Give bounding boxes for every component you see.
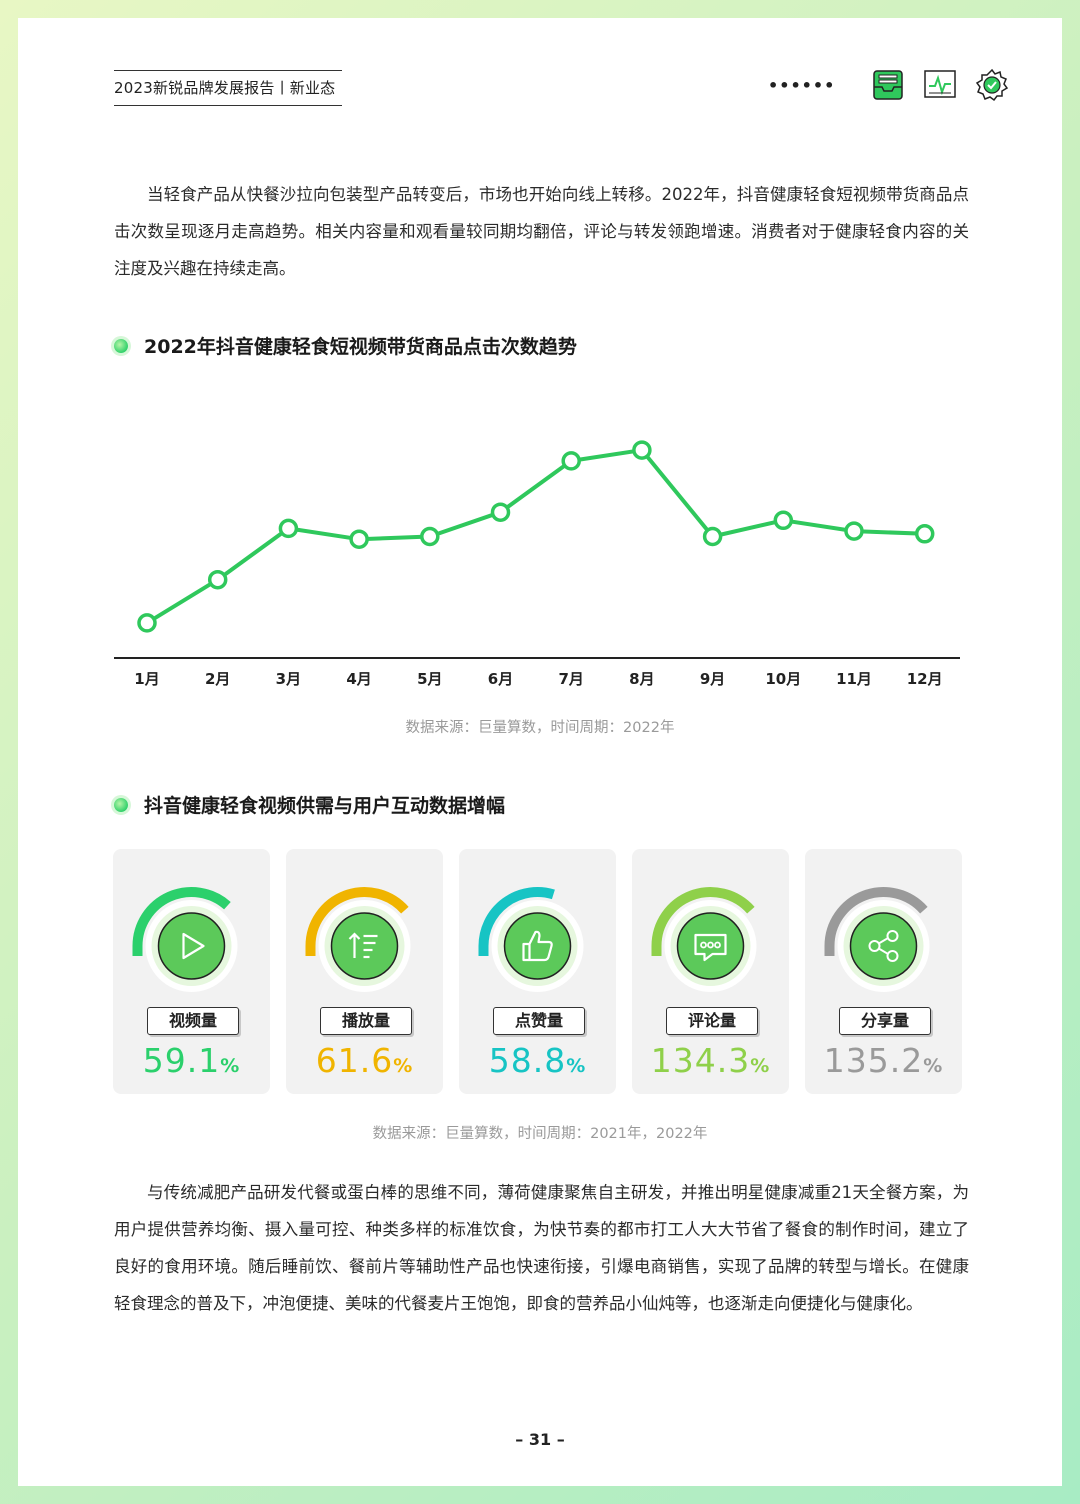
metric-value: 58.8% xyxy=(459,1041,616,1080)
data-point-2 xyxy=(207,569,228,590)
icon-circle xyxy=(157,912,226,980)
section2-heading: 抖音健康轻食视频供需与用户互动数据增幅 xyxy=(114,791,505,818)
gear-check-icon xyxy=(976,68,1009,102)
metric-number: 58.8 xyxy=(488,1041,567,1080)
metric-unit: % xyxy=(923,1055,944,1077)
metric-unit: % xyxy=(393,1055,414,1077)
data-point-9 xyxy=(702,526,723,547)
metric-card-likes: 点赞量 58.8% xyxy=(459,849,616,1094)
metric-value: 61.6% xyxy=(286,1041,443,1080)
gauge-arc-fill xyxy=(651,887,755,956)
metric-number: 135.2 xyxy=(823,1041,924,1080)
x-tick-label: 10月 xyxy=(765,670,801,688)
dots-decoration: •••••• xyxy=(768,75,836,95)
x-tick-label: 11月 xyxy=(836,670,872,688)
data-point-7 xyxy=(561,451,581,471)
data-point-12 xyxy=(914,524,935,544)
x-tick-label: 8月 xyxy=(629,670,654,688)
gauge-arc-fill xyxy=(478,887,555,956)
gauge-arc xyxy=(132,887,238,992)
metric-unit: % xyxy=(220,1055,241,1077)
metric-label: 视频量 xyxy=(147,1007,239,1035)
gauge-arc xyxy=(824,887,930,992)
gauge-arc xyxy=(478,887,584,992)
report-header-title: 2023新锐品牌发展报告丨新业态 xyxy=(114,70,342,106)
x-tick-label: 1月 xyxy=(134,670,159,688)
x-tick-label: 3月 xyxy=(276,670,301,688)
x-tick-label: 6月 xyxy=(488,670,513,688)
header-icon-bar: •••••• xyxy=(768,68,1009,102)
x-tick-label: 12月 xyxy=(907,670,943,688)
metric-unit: % xyxy=(566,1055,587,1077)
play-icon xyxy=(182,932,205,960)
cards-source-note: 数据来源：巨量算数，时间周期：2021年，2022年 xyxy=(372,1126,708,1142)
icon-circle xyxy=(330,912,399,980)
metric-value: 135.2% xyxy=(805,1041,962,1080)
icon-circle xyxy=(849,912,918,980)
icon-circle xyxy=(676,912,745,980)
data-point-4 xyxy=(349,529,369,549)
chart-source-note: 数据来源：巨量算数，时间周期：2022年 xyxy=(405,720,675,736)
x-tick-label: 2月 xyxy=(205,670,230,688)
comment-icon xyxy=(694,933,727,962)
monitor-chart-icon xyxy=(924,70,957,98)
green-dot-icon xyxy=(114,338,128,353)
metric-label: 播放量 xyxy=(320,1007,412,1035)
report-page: 2023新锐品牌发展报告丨新业态 •••••• 当轻食产品从快餐沙拉向包装型产品… xyxy=(18,18,1062,1486)
metric-card-play: 播放量 61.6% xyxy=(286,849,443,1094)
body-paragraph: 与传统减肥产品研发代餐或蛋白棒的思维不同，薄荷健康聚焦自主研发，并推出明星健康减… xyxy=(114,1183,969,1313)
data-point-3 xyxy=(278,518,299,539)
metric-label: 评论量 xyxy=(666,1007,758,1035)
sort-up-icon xyxy=(348,932,378,959)
metric-number: 134.3 xyxy=(650,1041,751,1080)
section1-title: 2022年抖音健康轻食短视频带货商品点击次数趋势 xyxy=(144,336,577,358)
x-tick-label: 7月 xyxy=(558,670,583,688)
section2-title: 抖音健康轻食视频供需与用户互动数据增幅 xyxy=(144,795,506,817)
data-point-11 xyxy=(844,521,864,541)
share-icon xyxy=(868,930,899,962)
page-number: – 31 – xyxy=(515,1430,565,1449)
icon-circle xyxy=(503,912,572,980)
metric-unit: % xyxy=(750,1055,771,1077)
data-point-6 xyxy=(490,502,511,522)
metric-card-shares: 分享量 135.2% xyxy=(805,849,962,1094)
x-tick-label: 5月 xyxy=(417,670,442,688)
gauge-arc-fill xyxy=(305,887,409,956)
metric-value: 134.3% xyxy=(632,1041,789,1080)
metric-value: 59.1% xyxy=(113,1041,270,1080)
metric-label: 分享量 xyxy=(839,1007,931,1035)
x-tick-label: 4月 xyxy=(346,670,371,688)
line-chart: 1月 2月 3月 4月 5月 6月 7月 8月 9月 10月 11月 12月 xyxy=(114,440,960,688)
data-point-5 xyxy=(420,526,440,547)
intro-paragraph: 当轻食产品从快餐沙拉向包装型产品转变后，市场也开始向线上转移。2022年，抖音健… xyxy=(114,185,969,278)
gauge-arc xyxy=(651,887,757,992)
metric-card-video: 视频量 59.1% xyxy=(113,849,270,1094)
metric-number: 59.1 xyxy=(142,1041,221,1080)
metric-number: 61.6 xyxy=(315,1041,394,1080)
data-point-10 xyxy=(773,510,794,531)
gauge-arc-fill xyxy=(824,887,928,956)
thumbs-up-icon xyxy=(522,930,553,962)
section1-heading: 2022年抖音健康轻食短视频带货商品点击次数趋势 xyxy=(114,332,577,359)
metric-label: 点赞量 xyxy=(493,1007,585,1035)
gauge-arc xyxy=(305,887,411,992)
series-line xyxy=(145,448,925,625)
x-tick-label: 9月 xyxy=(700,670,725,688)
metric-cards: 视频量 59.1% 播放量 61.6% 点赞量 58.8% 评论量 134.3%… xyxy=(113,849,962,1094)
metric-card-comments: 评论量 134.3% xyxy=(632,849,789,1094)
data-point-8 xyxy=(632,440,652,460)
green-dot-icon xyxy=(114,797,128,812)
data-point-1 xyxy=(137,613,157,633)
inbox-icon xyxy=(873,70,904,100)
gauge-arc-fill xyxy=(132,887,231,956)
